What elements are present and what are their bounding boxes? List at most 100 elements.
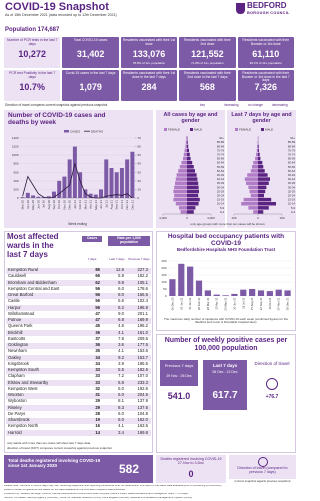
- ward-rate: 9.8: [118, 279, 124, 285]
- y-tick-label: 15-19: [217, 198, 225, 202]
- ward-cases: 47: [95, 317, 100, 322]
- key-item: key: [200, 103, 205, 107]
- bar: [187, 148, 189, 153]
- x-tick-label: 18 Jul 21: [241, 297, 245, 309]
- bar: [258, 185, 267, 190]
- bar: [257, 290, 265, 296]
- ward-name: Eastcotts: [8, 335, 26, 341]
- tile-value: 121,552: [191, 49, 224, 59]
- bar: [222, 295, 229, 296]
- ward-prev: 163.5: [137, 423, 148, 429]
- panel: [4, 231, 153, 453]
- deaths-tile: Direction of travel (compared to previou…: [229, 455, 296, 479]
- direction-value: +76.7: [265, 394, 279, 400]
- bar: [253, 160, 258, 165]
- bar: [258, 165, 264, 169]
- ward-prev: 182.2: [137, 273, 148, 279]
- ward-name: Kempston North: [8, 423, 39, 429]
- y-tick-label: 0-4: [291, 210, 295, 214]
- bar: [174, 185, 187, 190]
- bar: [246, 181, 258, 185]
- bar: [62, 176, 67, 198]
- deaths-note: (current snapshot against previous snaps…: [234, 479, 291, 483]
- ward-prev: 196.9: [137, 304, 148, 310]
- ward-cases: 28: [95, 410, 100, 416]
- bar: [72, 146, 77, 198]
- y-tick-label: 35-39: [288, 181, 296, 185]
- bar: [125, 159, 130, 198]
- ward-rate: 7.8: [118, 335, 124, 341]
- y2-tick-label: 60: [138, 145, 142, 149]
- x-tick-label: 12 Sep 21: [259, 297, 263, 310]
- ward-cases: 29: [95, 398, 100, 404]
- bar: [187, 173, 197, 177]
- bar: [119, 168, 124, 198]
- wards-note: direction of travel (DOT) compares curre…: [7, 446, 112, 450]
- tile-label: Covid-19 cases in the last 7 days: [65, 71, 116, 75]
- key-item: no change: [248, 103, 263, 107]
- ward-rate: 9.2: [118, 354, 124, 360]
- ward-name: Brickhill: [8, 329, 23, 335]
- bar: [248, 206, 258, 210]
- ward-cases: 14: [95, 429, 100, 435]
- y-tick-label: 55-59: [217, 165, 225, 169]
- legend-label: FEMALE: [168, 128, 180, 132]
- ward-cases: 34: [95, 360, 100, 366]
- y-tick-label: 50-54: [217, 169, 225, 173]
- x-tick-label: Oct 21: [120, 200, 124, 209]
- y-tick-label: 30-34: [217, 185, 225, 189]
- row-band: [6, 380, 151, 386]
- y-tick-label: 90+: [219, 136, 224, 140]
- y-tick-label: 70-74: [217, 152, 225, 156]
- bar: [187, 181, 199, 185]
- x-tick-label: 05 Dec 21: [286, 297, 290, 310]
- tile-value: 10.7%: [19, 82, 45, 92]
- legend-label: CASES: [70, 130, 80, 134]
- tile-label: PCR test Positivity in the last 7 days: [9, 71, 56, 79]
- snapshot-page: COVID-19 Snapshot As of 15th December 202…: [4, 1, 296, 499]
- bar: [187, 165, 194, 169]
- y-tick-label: 45-49: [288, 173, 296, 177]
- logo-top: BEDFORD: [247, 1, 287, 10]
- stat-tile: Residents vaccinated with their 2nd dose…: [179, 70, 236, 101]
- bar: [78, 172, 83, 198]
- x-tick-label: 20 Jun 21: [232, 297, 236, 310]
- bar: [187, 193, 199, 198]
- tile-value: 1,079: [79, 82, 102, 92]
- bar: [187, 189, 199, 194]
- bar: [258, 152, 260, 157]
- tile-note: 78.8% of 12+ population: [132, 61, 166, 65]
- legend-label: MALE: [265, 128, 273, 132]
- bar: [241, 201, 258, 206]
- x-tick-label: Nov 21: [125, 200, 129, 210]
- ward-name: Wilshamstead: [8, 310, 35, 316]
- ward-cases: 56: [95, 285, 100, 291]
- bar: [185, 144, 187, 149]
- bar: [114, 172, 119, 198]
- y-tick-label: 800: [13, 162, 18, 166]
- bar: [41, 197, 46, 198]
- ward-prev: 177.5: [137, 342, 148, 347]
- bar: [187, 266, 194, 296]
- y-tick-label: 35-39: [217, 181, 225, 185]
- ward-rate: 5.6: [118, 298, 124, 304]
- ward-prev: 153.7: [137, 354, 148, 360]
- bar: [252, 165, 258, 169]
- key-item: decreasing: [272, 103, 288, 107]
- x-tick-label: 07 Nov 21: [277, 297, 281, 310]
- bar: [183, 152, 187, 157]
- footer-line: Please note: numbers in recent days may …: [4, 484, 223, 487]
- tile-note: 71.8% of 12+ population: [191, 61, 224, 65]
- y-tick-label: 50: [163, 287, 167, 291]
- direction-arrow: [258, 457, 268, 467]
- ward-prev: 137.9: [137, 398, 148, 404]
- direction-arrow: [266, 378, 278, 390]
- stat-tile: Covid-19 cases in the last 7 days 1,079: [62, 70, 119, 101]
- ward-prev: 182.6: [137, 367, 148, 372]
- ward-prev: 192.6: [137, 385, 148, 391]
- bar: [266, 291, 273, 296]
- line: [22, 162, 133, 199]
- bar: [20, 197, 25, 198]
- bar: [253, 210, 258, 214]
- y2-tick-label: 0: [138, 196, 140, 200]
